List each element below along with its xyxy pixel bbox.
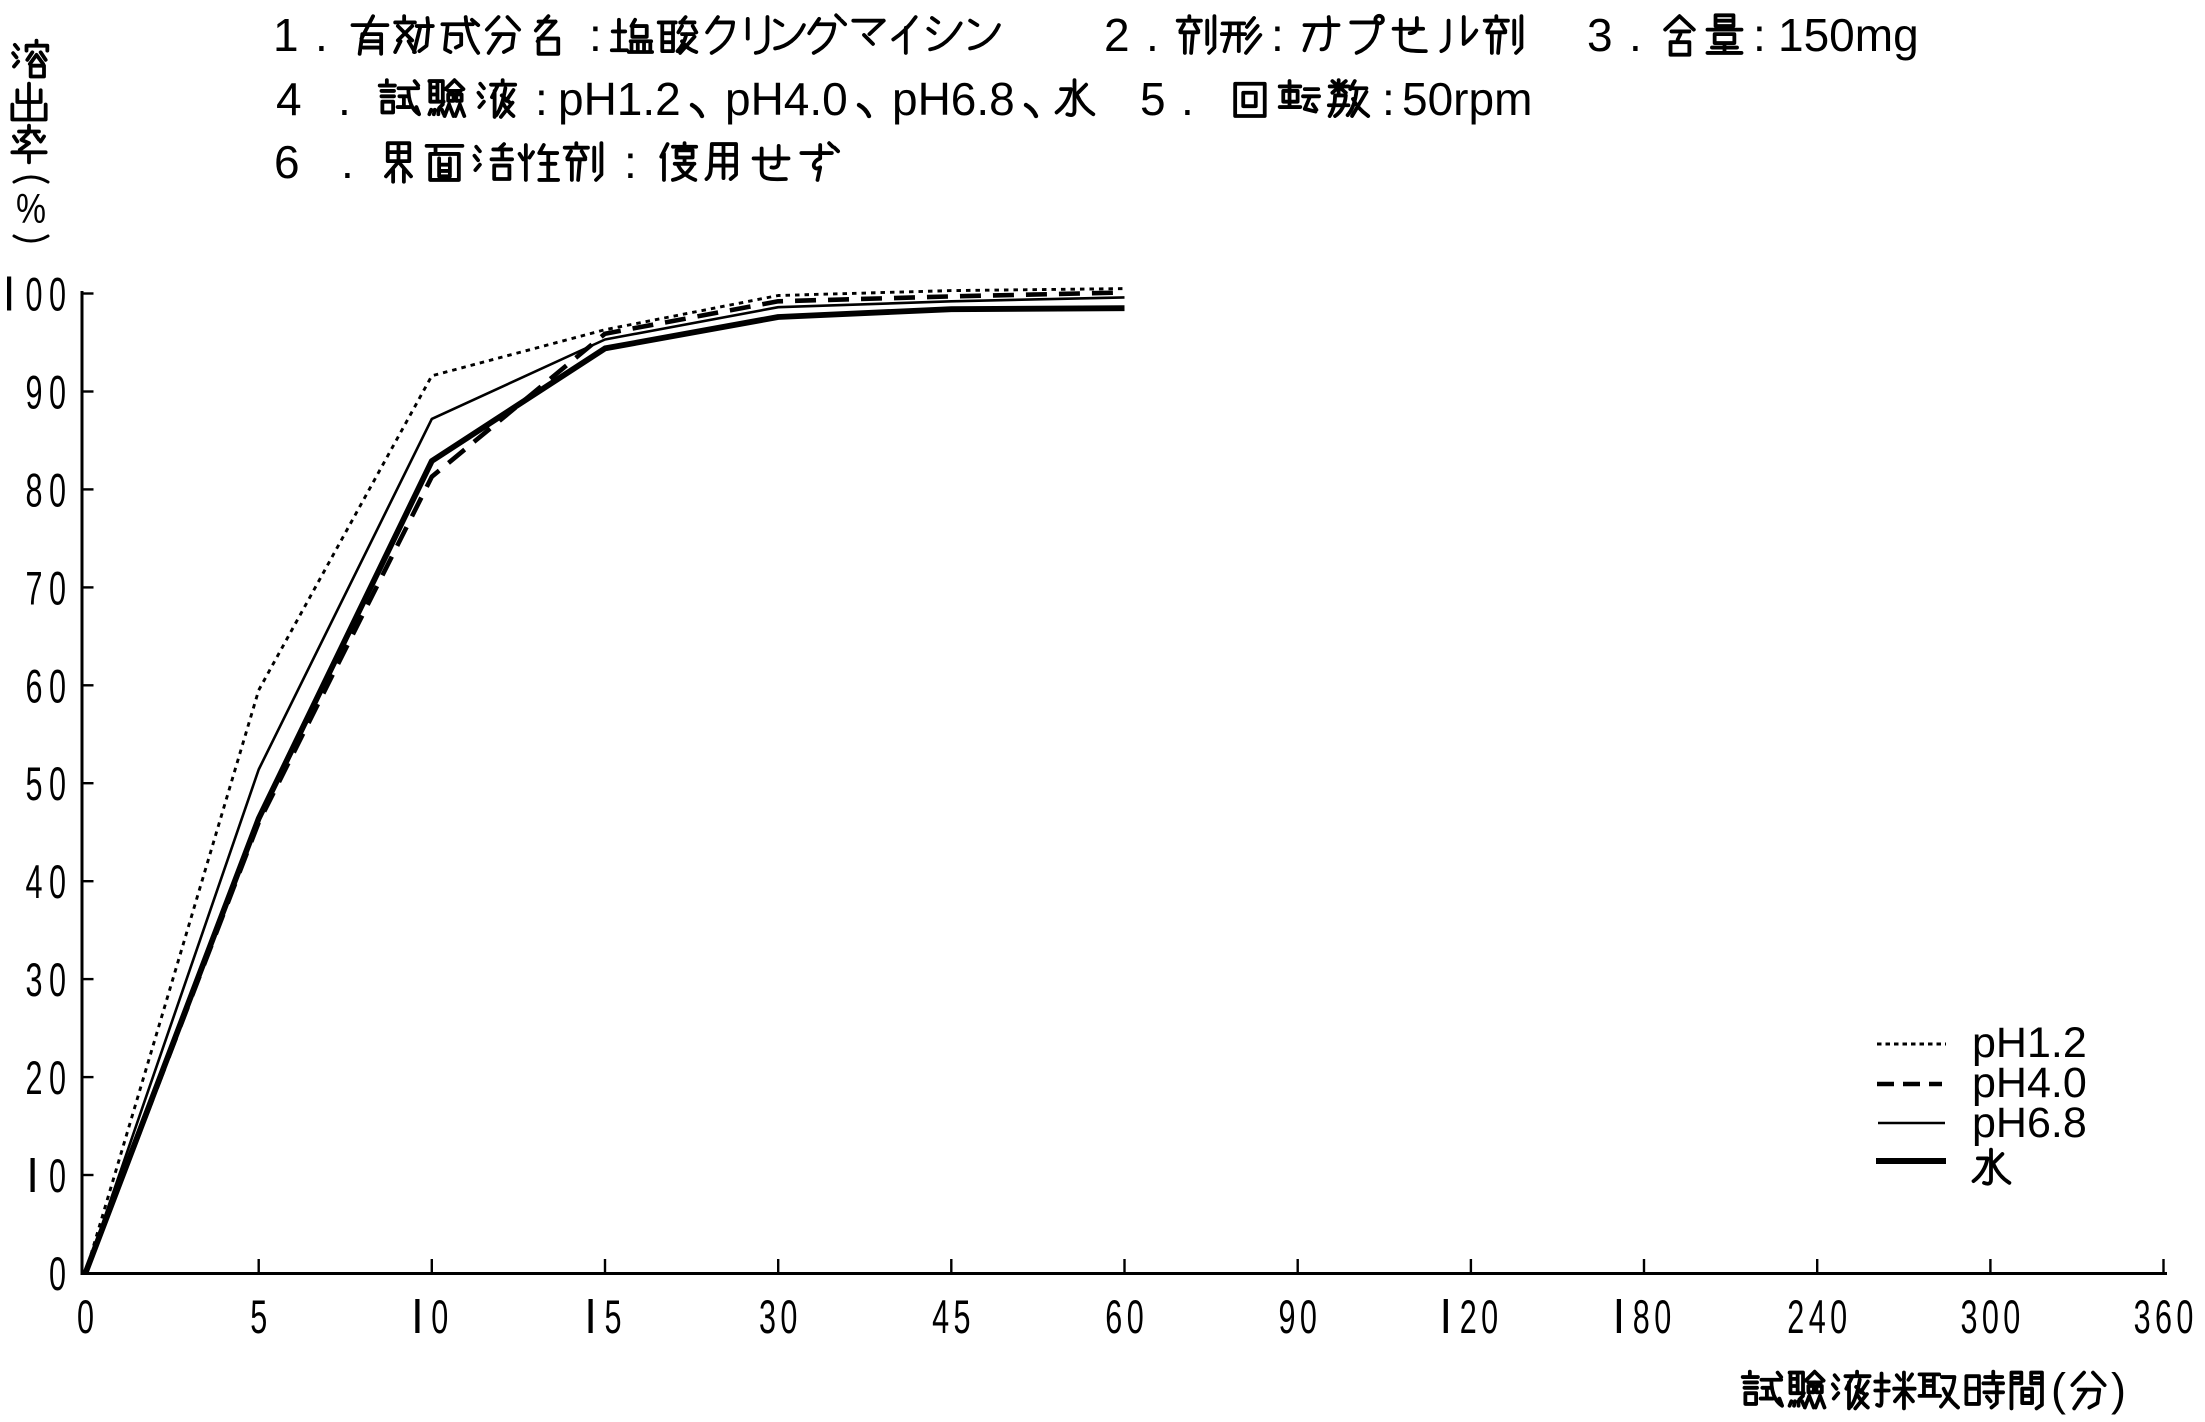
svg-text:4: 4	[932, 1290, 949, 1343]
svg-text:5: 5	[605, 1290, 622, 1343]
svg-text:0: 0	[780, 1290, 797, 1343]
svg-text:0: 0	[49, 659, 66, 712]
svg-text:6: 6	[26, 659, 43, 712]
svg-text:pH6.8: pH6.8	[1972, 1099, 2087, 1147]
svg-text:2: 2	[1104, 9, 1130, 61]
svg-text:6: 6	[1105, 1290, 1122, 1343]
svg-text:0: 0	[49, 268, 66, 321]
svg-text:0: 0	[1300, 1290, 1317, 1343]
svg-text::: :	[624, 136, 637, 188]
svg-text:.: .	[338, 73, 351, 125]
svg-text:2: 2	[26, 1051, 43, 1104]
svg-text:3: 3	[2134, 1290, 2151, 1343]
svg-text:0: 0	[49, 855, 66, 908]
svg-text:9: 9	[1279, 1290, 1296, 1343]
svg-text:150mg: 150mg	[1778, 9, 1919, 61]
svg-text:0: 0	[49, 366, 66, 419]
svg-text:4: 4	[276, 73, 302, 125]
svg-text:(: (	[2051, 1364, 2066, 1415]
svg-text:6: 6	[274, 136, 300, 188]
svg-text:0: 0	[49, 1149, 66, 1202]
svg-text:5: 5	[1140, 73, 1166, 125]
svg-text:pH4.0: pH4.0	[725, 73, 848, 125]
svg-text:8: 8	[26, 463, 43, 516]
svg-text:.: .	[315, 9, 328, 61]
svg-text:%: %	[16, 185, 46, 232]
svg-text::: :	[589, 9, 602, 61]
svg-text:4: 4	[26, 855, 43, 908]
svg-text:4: 4	[1809, 1290, 1826, 1343]
svg-text:0: 0	[49, 463, 66, 516]
svg-text:0: 0	[49, 953, 66, 1006]
svg-text:3: 3	[759, 1290, 776, 1343]
svg-text:.: .	[1629, 9, 1642, 61]
svg-text:0: 0	[1982, 1290, 1999, 1343]
svg-text:.: .	[1181, 73, 1194, 125]
svg-text:5: 5	[954, 1290, 971, 1343]
svg-text:6: 6	[2155, 1290, 2172, 1343]
svg-text:2: 2	[1460, 1290, 1477, 1343]
svg-text:0: 0	[77, 1290, 94, 1343]
svg-text:): )	[2111, 1364, 2126, 1415]
svg-text:5: 5	[250, 1290, 267, 1343]
svg-text:0: 0	[2176, 1290, 2193, 1343]
svg-text::: :	[1271, 9, 1284, 61]
svg-text:0: 0	[26, 268, 43, 321]
svg-text:0: 0	[49, 1051, 66, 1104]
svg-text:.: .	[341, 136, 354, 188]
svg-text:0: 0	[49, 1247, 66, 1300]
svg-text:3: 3	[1587, 9, 1613, 61]
svg-text:3: 3	[1961, 1290, 1978, 1343]
svg-text:0: 0	[2003, 1290, 2020, 1343]
svg-text:.: .	[1146, 9, 1159, 61]
svg-text:0: 0	[1830, 1290, 1847, 1343]
svg-text:pH4.0: pH4.0	[1972, 1059, 2087, 1107]
svg-text:0: 0	[1481, 1290, 1498, 1343]
svg-text:3: 3	[26, 953, 43, 1006]
svg-text:pH1.2: pH1.2	[1972, 1019, 2087, 1067]
svg-text:50rpm: 50rpm	[1402, 73, 1532, 125]
svg-text:1: 1	[273, 9, 299, 61]
svg-text:9: 9	[26, 366, 43, 419]
svg-text:0: 0	[1654, 1290, 1671, 1343]
svg-text:0: 0	[49, 757, 66, 810]
svg-text::: :	[1382, 73, 1395, 125]
svg-text:pH6.8: pH6.8	[892, 73, 1015, 125]
svg-text:8: 8	[1633, 1290, 1650, 1343]
svg-text:pH1.2: pH1.2	[558, 73, 681, 125]
svg-text:7: 7	[26, 561, 43, 614]
svg-text::: :	[535, 73, 548, 125]
svg-text:5: 5	[26, 757, 43, 810]
svg-text::: :	[1753, 9, 1766, 61]
svg-text:0: 0	[1127, 1290, 1144, 1343]
svg-text:0: 0	[49, 561, 66, 614]
svg-text:2: 2	[1787, 1290, 1804, 1343]
svg-text:0: 0	[431, 1290, 448, 1343]
